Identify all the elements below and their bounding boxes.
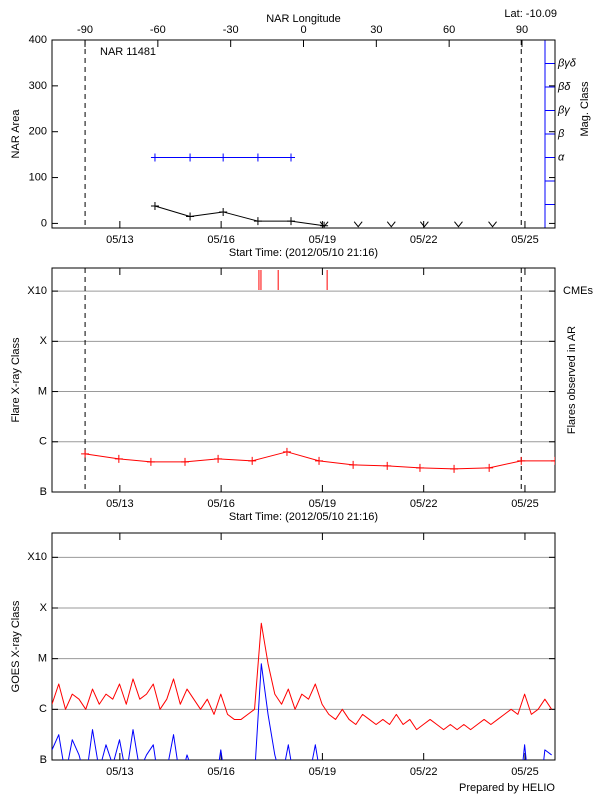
series-line [52,622,553,731]
y-axis-label: NAR Area [10,109,22,159]
point-marker [419,221,429,228]
point-marker [551,456,555,465]
plot-area [81,268,555,492]
x-axis-label: Start Time: (2012/05/10 21:16) [229,247,378,259]
y-tick-label: X [40,335,48,347]
point-marker [253,217,262,226]
point-marker [485,463,494,472]
x2-tick-label: -30 [223,24,239,36]
y-tick-label: X [40,602,48,614]
point-marker [248,456,257,465]
x-tick-label: 05/16 [207,766,235,778]
cme-label: CMEs [563,285,593,297]
point-marker [81,449,90,458]
point-marker [219,207,228,216]
x-tick-label: 05/22 [410,498,438,510]
point-marker [450,464,459,473]
y2-tick-label: βγδ [557,57,577,69]
y-tick-label: 0 [41,217,47,229]
x-tick-label: 05/16 [207,234,235,246]
y2-axis-label: Mag. Class [579,81,591,137]
point-marker [146,457,155,466]
y-tick-label: M [38,385,47,397]
x-tick-label: 05/19 [309,766,337,778]
plot-frame [51,267,556,493]
point-marker [319,221,329,228]
point-marker [150,153,159,162]
y2-tick-label: α [558,151,565,163]
footer: Prepared by HELIO [459,782,555,794]
y-tick-label: 300 [29,80,47,92]
y2-tick-label: β [557,128,565,140]
y2-axis-label: Flares observed in AR [566,326,578,434]
y2-tick-label: βδ [557,81,571,93]
x-tick-label: 05/16 [207,498,235,510]
point-marker [320,221,329,228]
point-marker [253,153,262,162]
point-marker [114,454,123,463]
x2-axis-label: NAR Longitude [266,13,341,25]
point-marker [386,221,396,228]
y-axis-label: GOES X-ray Class [10,600,22,692]
y-tick-label: 400 [29,34,47,46]
x2-tick-label: -90 [77,24,93,36]
y-tick-label: X10 [27,551,47,563]
point-marker [383,461,392,470]
x2-tick-label: 30 [370,24,382,36]
point-marker [517,456,526,465]
y-tick-label: 100 [29,171,47,183]
x-tick-label: 05/25 [511,498,539,510]
x-tick-label: 05/25 [511,234,539,246]
x-axis-label: Start Time: (2012/05/10 21:16) [229,511,378,523]
point-marker [186,212,195,221]
point-marker [315,456,324,465]
annotation: Lat: -10.09 [504,8,557,20]
x-tick-label: 05/19 [309,498,337,510]
point-marker [219,153,228,162]
x2-tick-label: 60 [443,24,455,36]
plot-frame [51,532,556,761]
x-tick-label: 05/19 [309,234,337,246]
point-marker [181,457,190,466]
x2-tick-label: 0 [300,24,306,36]
point-marker [415,463,424,472]
y-axis-label: Flare X-ray Class [10,337,22,422]
plot-area [52,622,553,760]
plot-area [84,40,522,228]
x-tick-label: 05/13 [106,234,134,246]
x-tick-label: 05/22 [410,766,438,778]
x-tick-label: 05/22 [410,234,438,246]
y-tick-label: M [38,653,47,665]
x-tick-label: 05/13 [106,766,134,778]
point-marker [186,153,195,162]
y-tick-label: 200 [29,126,47,138]
y-tick-label: B [40,754,47,766]
panel-title: NAR 11481 [100,46,156,58]
y-tick-label: X10 [27,285,47,297]
point-marker [150,201,159,210]
y-tick-label: C [39,703,47,715]
x2-tick-label: -60 [150,24,166,36]
y2-tick-label: βγ [557,104,571,116]
point-marker [287,217,296,226]
point-marker [287,153,296,162]
point-marker [349,460,358,469]
series-line [154,205,325,227]
point-marker [214,454,223,463]
plot-frame [51,39,556,229]
point-marker [353,221,363,228]
y-tick-label: B [40,486,47,498]
point-marker [454,221,463,228]
series-line [52,663,552,760]
point-marker [282,447,291,456]
x2-tick-label: 90 [516,24,528,36]
x-tick-label: 05/25 [511,766,539,778]
point-marker [488,221,497,228]
y-tick-label: C [39,436,47,448]
x-tick-label: 05/13 [106,498,134,510]
